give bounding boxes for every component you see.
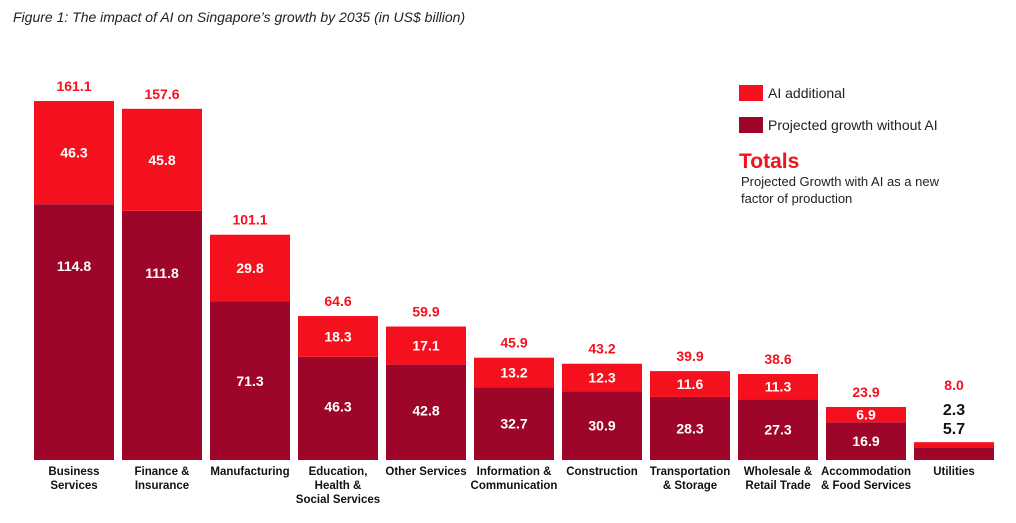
bar-segment-projected-growth [826, 422, 906, 460]
x-tick-label: Insurance [135, 480, 189, 492]
data-label-projected-growth: 42.8 [412, 402, 439, 418]
x-tick-label: Education, [309, 466, 368, 478]
x-tick-label: Information & [477, 466, 552, 478]
data-label-ai-additional: 11.6 [677, 376, 704, 392]
bar-segment-projected-growth [298, 356, 378, 460]
x-tick-label: Accommodation [821, 466, 911, 478]
data-label-ai-additional: 46.3 [60, 145, 87, 161]
total-label: 43.2 [588, 341, 615, 357]
total-label: 59.9 [412, 304, 439, 320]
data-label-projected-growth: 71.3 [236, 373, 263, 389]
total-label: 157.6 [144, 86, 179, 102]
x-tick-label: Communication [471, 480, 558, 492]
bar-segment-ai-additional [386, 326, 466, 365]
data-label-ai-additional: 6.9 [856, 407, 876, 423]
chart-title: Figure 1: The impact of AI on Singapore’… [13, 9, 466, 25]
data-label-ai-additional: 18.3 [324, 328, 351, 344]
data-label-ai-additional: 29.8 [236, 260, 263, 276]
bar-segment-projected-growth [562, 391, 642, 460]
bar-segment-ai-additional [650, 371, 730, 397]
data-label-projected-growth: 5.7 [943, 421, 965, 438]
legend-label: Projected growth without AI [768, 117, 938, 133]
x-tick-label: Wholesale & [744, 466, 812, 478]
data-label-projected-growth: 111.8 [145, 265, 179, 281]
data-label-projected-growth: 28.3 [676, 420, 703, 436]
total-label: 8.0 [944, 377, 964, 393]
bar-segment-projected-growth [914, 447, 994, 460]
x-tick-label: Manufacturing [210, 466, 289, 478]
total-label: 23.9 [852, 384, 879, 400]
bar-segment-projected-growth [122, 210, 202, 460]
x-tick-label: Construction [566, 466, 638, 478]
bar-segment-projected-growth [210, 301, 290, 460]
data-label-projected-growth: 114.8 [57, 258, 91, 274]
x-tick-label: Social Services [296, 494, 380, 506]
bar-segment-ai-additional [738, 373, 818, 400]
data-label-projected-growth: 46.3 [324, 398, 351, 414]
total-label: 38.6 [764, 351, 791, 367]
bar-segment-ai-additional [210, 234, 290, 302]
total-label: 101.1 [232, 212, 267, 228]
bar-segment-projected-growth [738, 399, 818, 460]
bar-segment-projected-growth [34, 204, 114, 460]
x-tick-label: & Storage [663, 480, 717, 492]
x-tick-label: Health & [315, 480, 362, 492]
bar-segment-projected-growth [474, 387, 554, 460]
legend: AI additional Projected growth without A… [739, 84, 938, 148]
data-label-projected-growth: 32.7 [500, 416, 527, 432]
x-tick-label: Services [50, 480, 97, 492]
x-tick-label: Other Services [385, 466, 466, 478]
x-tick-label: Retail Trade [745, 480, 810, 492]
total-label: 161.1 [56, 78, 91, 94]
x-tick-label: & Food Services [821, 480, 911, 492]
total-label: 39.9 [676, 348, 703, 364]
bar-segment-ai-additional [298, 316, 378, 357]
legend-swatch-projected-growth [739, 117, 763, 133]
data-label-ai-additional: 11.3 [765, 379, 792, 395]
legend-item-projected-growth: Projected growth without AI [739, 116, 938, 134]
x-tick-label: Business [48, 466, 99, 478]
data-label-projected-growth: 27.3 [764, 422, 791, 438]
data-label-projected-growth: 16.9 [852, 433, 879, 449]
total-label: 64.6 [324, 293, 351, 309]
bar-segment-ai-additional [34, 101, 114, 205]
bar-segment-ai-additional [122, 108, 202, 211]
x-tick-label: Utilities [933, 466, 975, 478]
total-label: 45.9 [500, 335, 527, 351]
legend-item-ai-additional: AI additional [739, 84, 938, 102]
totals-heading: Totals [739, 150, 800, 173]
bar-segment-projected-growth [650, 396, 730, 460]
bar-segment-ai-additional [562, 363, 642, 392]
data-label-ai-additional: 17.1 [412, 338, 439, 354]
data-label-ai-additional: 12.3 [588, 369, 615, 385]
bar-segment-ai-additional [914, 442, 994, 448]
data-label-ai-additional: 13.2 [500, 364, 527, 380]
totals-description: Projected Growth with AI as a new factor… [741, 174, 939, 206]
legend-swatch-ai-additional [739, 85, 763, 101]
x-tick-label: Transportation [650, 466, 731, 478]
bar-segment-projected-growth [386, 364, 466, 460]
legend-label: AI additional [768, 85, 846, 101]
bar-segment-ai-additional [826, 406, 906, 423]
data-label-ai-additional: 2.3 [943, 402, 965, 419]
x-tick-label: Finance & [135, 466, 190, 478]
data-label-ai-additional: 45.8 [148, 152, 175, 168]
bar-segment-ai-additional [474, 357, 554, 388]
data-label-projected-growth: 30.9 [588, 418, 615, 434]
